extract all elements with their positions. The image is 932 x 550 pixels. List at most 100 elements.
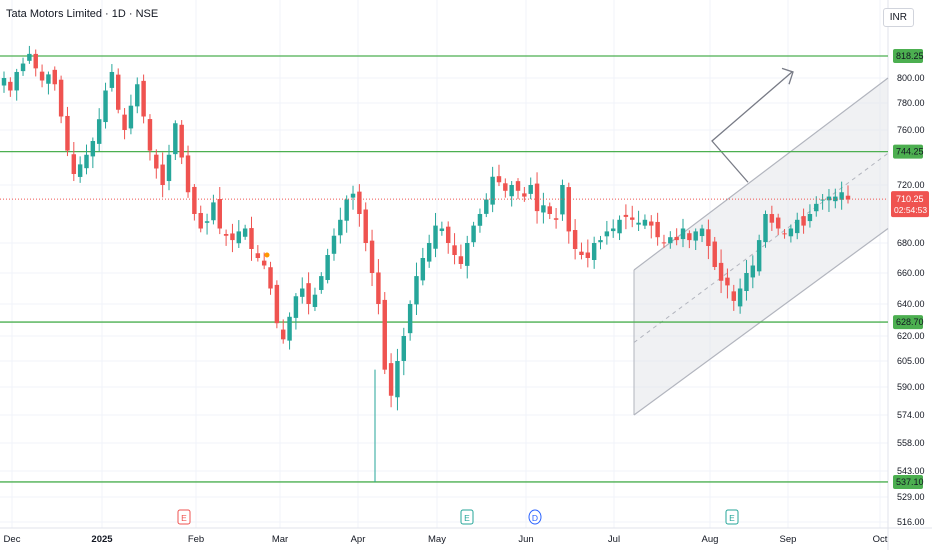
candle-body: [236, 231, 242, 244]
candle-body: [249, 228, 254, 249]
event-marker[interactable]: [725, 509, 739, 525]
candle-body: [756, 240, 762, 272]
candle-body: [649, 221, 654, 226]
candle-body: [604, 231, 610, 237]
candle-body: [782, 233, 787, 235]
candle-body: [712, 241, 717, 267]
candle-body: [465, 243, 470, 266]
candle-body: [744, 273, 749, 291]
candle-body: [839, 192, 844, 200]
candle-body: [439, 228, 445, 231]
last-price-label: 710.25: [896, 194, 924, 204]
x-tick-label: Sep: [780, 534, 797, 545]
candle-body: [737, 288, 743, 307]
candle-body: [426, 243, 432, 262]
candle-body: [160, 164, 165, 185]
x-tick-label: 2025: [91, 534, 113, 545]
y-tick-label: 516.00: [897, 517, 925, 527]
candle-body: [407, 304, 413, 334]
x-tick-label: Jul: [608, 534, 620, 545]
event-marker[interactable]: [528, 509, 542, 525]
candle-body: [731, 291, 736, 301]
candle-body: [173, 123, 178, 155]
candle-body: [693, 231, 698, 241]
candle-body: [293, 296, 299, 318]
x-tick-label: Apr: [351, 534, 366, 545]
candle-body: [331, 235, 337, 254]
candle-body: [845, 195, 851, 200]
level-label: 818.25: [896, 51, 924, 61]
candle-body: [484, 199, 489, 214]
x-tick-label: Feb: [188, 534, 204, 545]
y-tick-label: 720.00: [897, 180, 925, 190]
candle-body: [319, 276, 324, 290]
candle-body: [90, 141, 96, 157]
candle-body: [795, 219, 800, 234]
candle-body: [826, 196, 832, 201]
candle-body: [128, 105, 134, 129]
x-tick-label: Mar: [272, 534, 288, 545]
candle-body: [477, 214, 483, 226]
candle-body: [579, 251, 584, 255]
countdown-label: 02:54:53: [894, 205, 927, 215]
candle-body: [401, 336, 407, 361]
candle-body: [617, 219, 622, 234]
candle-body: [204, 221, 210, 223]
candle-body: [14, 71, 19, 91]
candle-body: [211, 202, 216, 221]
candle-body: [135, 84, 140, 107]
candle-body: [699, 228, 705, 237]
candle-body: [1, 78, 7, 86]
candle-body: [325, 255, 330, 280]
candle-body: [96, 119, 102, 144]
candle-body: [547, 206, 552, 214]
candle-body: [718, 262, 724, 281]
y-tick-label: 543.00: [897, 466, 925, 476]
event-marker[interactable]: [177, 509, 191, 525]
candle-body: [382, 299, 387, 370]
candle-body: [52, 69, 57, 85]
candle-body: [350, 193, 356, 198]
candle-body: [560, 185, 565, 215]
candle-body: [223, 234, 229, 236]
candle-body: [39, 71, 45, 81]
x-tick-label: May: [428, 534, 446, 545]
level-label-box: [893, 474, 923, 489]
candle-body: [553, 218, 559, 220]
level-label: 744.25: [896, 147, 924, 157]
candle-body: [185, 155, 191, 193]
event-marker[interactable]: [460, 509, 474, 525]
candle-body: [642, 219, 648, 226]
currency-badge[interactable]: INR: [882, 8, 914, 27]
candle-body: [471, 225, 476, 243]
candle-body: [490, 176, 495, 205]
level-label-box: [893, 315, 923, 330]
candle-body: [661, 242, 667, 244]
candle-body: [255, 253, 261, 258]
candle-body: [109, 71, 115, 88]
candle-body: [306, 283, 311, 304]
candle-body: [198, 213, 203, 229]
candle-body: [623, 214, 629, 217]
candle-body: [636, 222, 641, 225]
candle-body: [807, 214, 813, 222]
candle-body: [572, 230, 578, 249]
y-tick-label: 680.00: [897, 238, 925, 248]
candle-body: [674, 236, 679, 241]
x-tick-label: Dec: [4, 534, 21, 545]
candle-body: [287, 316, 292, 341]
candle-body: [84, 154, 89, 169]
last-price-box: [891, 191, 929, 218]
candle-body: [71, 154, 77, 174]
candle-body: [509, 185, 514, 197]
candle-body: [420, 258, 426, 281]
y-tick-label: 620.00: [897, 331, 925, 341]
candle-body: [8, 81, 13, 91]
candle-body: [680, 228, 686, 240]
candle-body: [630, 217, 635, 220]
candle-body: [65, 115, 70, 151]
level-label-box: [893, 49, 923, 63]
candle-body: [668, 237, 673, 244]
